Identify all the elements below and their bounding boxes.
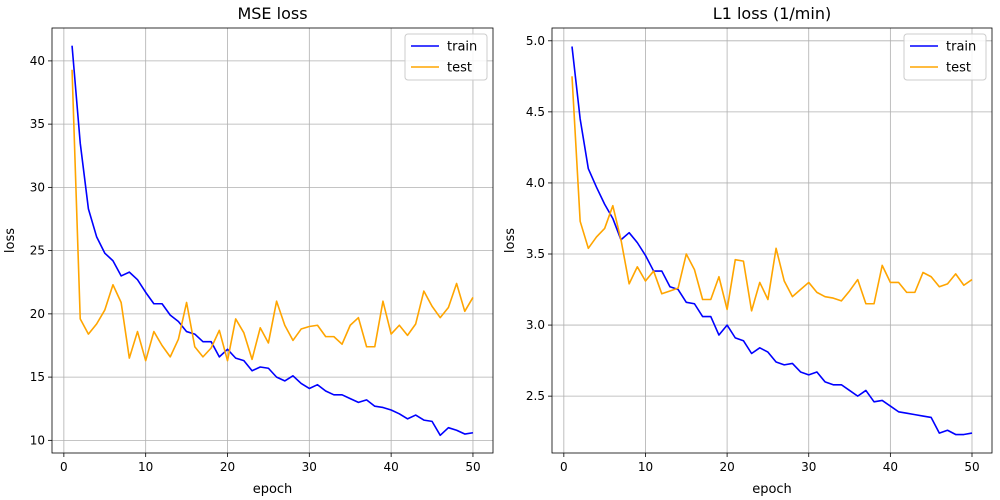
x-tick-label: 40 (383, 460, 398, 474)
legend-label-test: test (447, 61, 472, 76)
y-tick-label: 5.0 (526, 34, 545, 48)
y-tick-label: 10 (30, 433, 45, 447)
legend: train test (903, 33, 987, 81)
y-axis-label: loss (503, 228, 518, 253)
series-line-test (571, 76, 973, 312)
x-tick-label: 50 (465, 460, 480, 474)
x-tick-label: 30 (302, 460, 317, 474)
x-tick-label: 30 (801, 460, 816, 474)
y-tick-label: 4.0 (526, 176, 545, 190)
x-tick-label: 40 (883, 460, 898, 474)
y-tick-label: 2.5 (526, 389, 545, 403)
y-tick-label: 30 (30, 180, 45, 194)
y-tick-label: 4.5 (526, 105, 545, 119)
series-line-test (71, 69, 474, 362)
chart-title: L1 loss (1/min) (713, 4, 831, 23)
x-axis-label: epoch (253, 482, 293, 497)
series-line-train (71, 45, 474, 437)
x-tick-label: 50 (964, 460, 979, 474)
series-line-train (571, 46, 973, 436)
legend-label-train: train (447, 40, 477, 55)
y-axis-label: loss (3, 228, 18, 253)
y-tick-label: 3.0 (526, 318, 545, 332)
y-tick-label: 3.5 (526, 247, 545, 261)
y-tick-label: 35 (30, 117, 45, 131)
y-tick-label: 20 (30, 307, 45, 321)
x-tick-label: 10 (638, 460, 653, 474)
y-tick-label: 15 (30, 370, 45, 384)
plot-frame (551, 27, 993, 454)
plot-frame (51, 27, 494, 454)
chart-panel-mse: 0 10 20 30 40 50 10 15 20 25 30 35 40 MSE loss epoch lo… (3, 4, 494, 497)
x-tick-label: 0 (560, 460, 568, 474)
y-tick-label: 40 (30, 54, 45, 68)
chart-panel-l1: 0 10 20 30 40 50 2.5 3.0 3.5 4.0 4.5 5.0 L1 loss (1/… (503, 4, 993, 497)
y-tick-label: 25 (30, 244, 45, 258)
x-tick-label: 20 (220, 460, 235, 474)
x-tick-label: 10 (138, 460, 153, 474)
x-tick-label: 0 (60, 460, 68, 474)
legend-label-test: test (946, 61, 971, 76)
x-tick-label: 20 (719, 460, 734, 474)
x-axis-label: epoch (752, 482, 792, 497)
legend: train test (404, 33, 488, 81)
legend-label-train: train (946, 40, 976, 55)
chart-title: MSE loss (237, 4, 307, 23)
